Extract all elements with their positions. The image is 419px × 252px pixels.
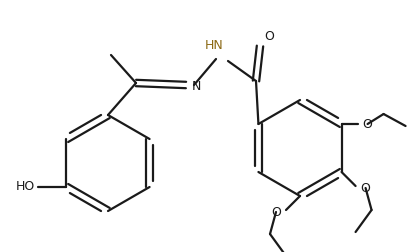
Text: HN: HN — [204, 39, 223, 52]
Text: N: N — [192, 79, 202, 92]
Text: O: O — [271, 205, 281, 218]
Text: O: O — [362, 117, 372, 131]
Text: O: O — [264, 30, 274, 43]
Text: O: O — [361, 181, 370, 195]
Text: HO: HO — [16, 180, 36, 194]
